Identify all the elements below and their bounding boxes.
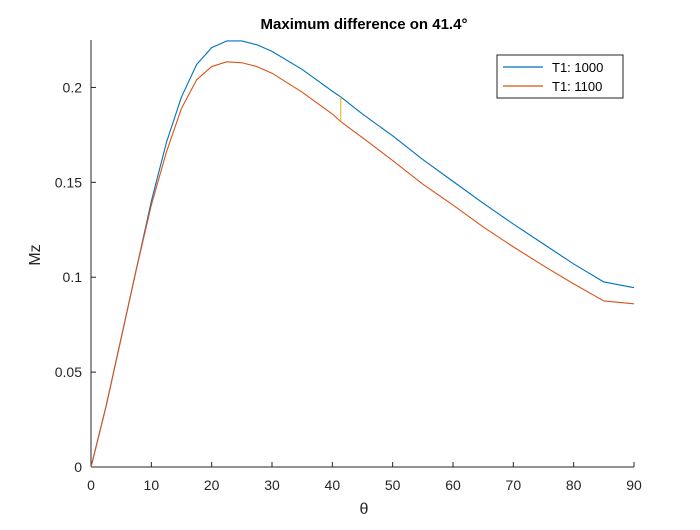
x-tick-label: 30 [264,477,280,493]
x-tick-label: 50 [385,477,401,493]
x-tick-label: 90 [626,477,642,493]
y-tick-label: 0 [74,459,82,475]
x-tick-label: 70 [506,477,522,493]
legend-box [496,54,624,99]
series-line-t1-1000 [90,40,635,468]
x-tick-label: 10 [144,477,160,493]
legend: T1: 1000 T1: 1100 [496,54,624,99]
y-tick-label: 0.2 [63,79,83,95]
x-tick-label: 0 [87,477,95,493]
y-tick-label: 0.1 [63,269,83,285]
y-tick-label: 0.15 [55,174,82,190]
plot-area: 0 10 20 30 40 50 60 70 80 90 0 0.05 0.1 0.15 0.2 [55,40,642,493]
y-axis-label: Mz [27,244,44,265]
x-axis-label: θ [360,501,369,518]
x-tick-label: 40 [325,477,341,493]
series-line-t1-1100 [90,61,635,468]
x-tick-label: 20 [204,477,220,493]
chart-title: Maximum difference on 41.4° [261,16,468,33]
legend-entry-label: T1: 1100 [552,79,602,94]
y-tick-label: 0.05 [55,364,82,380]
x-tick-label: 60 [445,477,461,493]
x-tick-label: 80 [566,477,582,493]
legend-entry-label: T1: 1000 [552,60,603,75]
